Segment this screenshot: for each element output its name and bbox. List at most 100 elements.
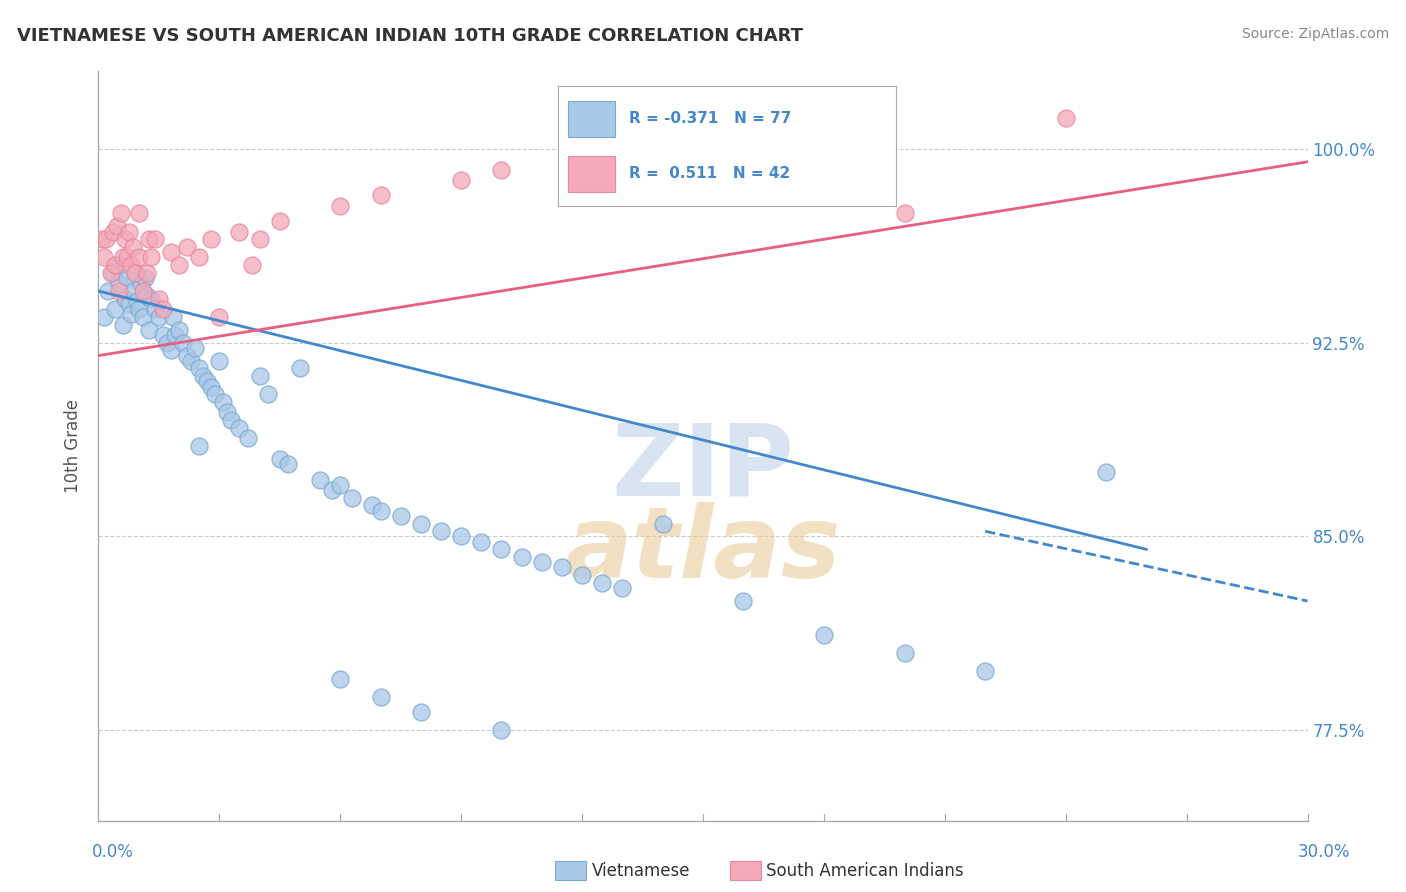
Point bbox=[236, 431, 259, 445]
Point bbox=[651, 516, 673, 531]
Point bbox=[160, 245, 183, 260]
Point bbox=[162, 310, 184, 324]
Point bbox=[269, 214, 291, 228]
Point bbox=[114, 232, 136, 246]
Point bbox=[114, 292, 136, 306]
Point bbox=[450, 529, 472, 543]
Point bbox=[256, 387, 278, 401]
Point bbox=[107, 284, 129, 298]
Point bbox=[138, 232, 160, 246]
Text: South American Indians: South American Indians bbox=[766, 862, 965, 880]
Text: ZIP: ZIP bbox=[612, 420, 794, 517]
Point bbox=[134, 271, 156, 285]
Point bbox=[193, 369, 215, 384]
Point bbox=[111, 318, 134, 332]
Point bbox=[176, 240, 198, 254]
Point bbox=[167, 323, 190, 337]
Point bbox=[1054, 111, 1077, 125]
Point bbox=[591, 576, 613, 591]
Point bbox=[111, 251, 134, 265]
Point bbox=[138, 323, 160, 337]
Point bbox=[91, 232, 114, 246]
Point bbox=[118, 297, 141, 311]
Point bbox=[893, 206, 915, 220]
Point bbox=[107, 277, 129, 291]
Point bbox=[208, 310, 231, 324]
Point bbox=[143, 301, 166, 316]
Point bbox=[128, 206, 150, 220]
Point bbox=[571, 154, 593, 169]
Point bbox=[139, 292, 162, 306]
Point bbox=[491, 542, 513, 557]
Point bbox=[195, 375, 218, 389]
Point bbox=[733, 594, 755, 608]
Point bbox=[124, 266, 146, 280]
Point bbox=[288, 361, 311, 376]
Point bbox=[240, 258, 263, 272]
Point bbox=[129, 277, 152, 291]
Point bbox=[370, 503, 392, 517]
Point bbox=[163, 327, 186, 342]
Point bbox=[217, 405, 239, 419]
Point bbox=[813, 627, 835, 641]
Point bbox=[152, 327, 174, 342]
Point bbox=[450, 173, 472, 187]
Point bbox=[148, 310, 170, 324]
Point bbox=[430, 524, 453, 539]
Point bbox=[188, 361, 211, 376]
Point bbox=[530, 555, 553, 569]
Point bbox=[167, 258, 190, 272]
Point bbox=[361, 499, 384, 513]
Point bbox=[120, 307, 142, 321]
Point bbox=[470, 534, 492, 549]
Text: 30.0%: 30.0% bbox=[1298, 843, 1350, 861]
Point bbox=[974, 664, 997, 678]
Point bbox=[128, 251, 150, 265]
Point bbox=[180, 353, 202, 368]
Point bbox=[132, 284, 155, 298]
Point bbox=[160, 343, 183, 358]
Point bbox=[510, 550, 533, 565]
Point bbox=[200, 379, 222, 393]
Point bbox=[249, 369, 271, 384]
Text: Vietnamese: Vietnamese bbox=[592, 862, 690, 880]
Point bbox=[139, 251, 162, 265]
Point bbox=[121, 240, 143, 254]
Point bbox=[329, 199, 352, 213]
Point bbox=[105, 219, 128, 234]
Point bbox=[124, 266, 146, 280]
Y-axis label: 10th Grade: 10th Grade bbox=[65, 399, 83, 493]
Point bbox=[96, 232, 118, 246]
Point bbox=[103, 301, 125, 316]
Point bbox=[228, 421, 250, 435]
Point bbox=[101, 266, 124, 280]
Point bbox=[389, 508, 412, 523]
Point bbox=[321, 483, 343, 497]
Point bbox=[204, 387, 226, 401]
Text: Source: ZipAtlas.com: Source: ZipAtlas.com bbox=[1241, 27, 1389, 41]
Point bbox=[491, 162, 513, 177]
Text: VIETNAMESE VS SOUTH AMERICAN INDIAN 10TH GRADE CORRELATION CHART: VIETNAMESE VS SOUTH AMERICAN INDIAN 10TH… bbox=[17, 27, 803, 45]
Point bbox=[551, 560, 574, 574]
Point bbox=[132, 310, 155, 324]
Point bbox=[121, 284, 143, 298]
Point bbox=[100, 266, 122, 280]
Point bbox=[228, 225, 250, 239]
Point bbox=[135, 289, 157, 303]
Point bbox=[125, 294, 148, 309]
Point bbox=[893, 646, 915, 660]
Point bbox=[115, 271, 138, 285]
Point bbox=[135, 266, 157, 280]
Point bbox=[342, 491, 364, 505]
Point bbox=[370, 690, 392, 704]
Point bbox=[120, 258, 142, 272]
Point bbox=[110, 258, 132, 272]
Point bbox=[143, 232, 166, 246]
Point bbox=[200, 232, 222, 246]
Point bbox=[571, 568, 593, 582]
Point bbox=[188, 439, 211, 453]
Point bbox=[93, 310, 115, 324]
Point bbox=[152, 301, 174, 316]
Point bbox=[221, 413, 243, 427]
Point bbox=[249, 232, 271, 246]
